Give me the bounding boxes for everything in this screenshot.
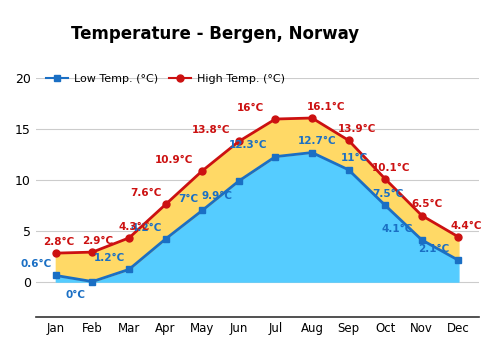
Legend: Low Temp. (°C), High Temp. (°C): Low Temp. (°C), High Temp. (°C): [42, 70, 289, 89]
Text: 7.5°C: 7.5°C: [372, 189, 404, 199]
Text: 10.9°C: 10.9°C: [156, 154, 194, 164]
Text: 0.6°C: 0.6°C: [21, 259, 52, 269]
Text: 4.2°C: 4.2°C: [130, 223, 162, 233]
Text: 2.1°C: 2.1°C: [418, 244, 449, 254]
Text: 16°C: 16°C: [237, 103, 264, 113]
Text: 4.3°C: 4.3°C: [119, 222, 150, 232]
Text: 10.1°C: 10.1°C: [372, 163, 410, 173]
Text: 16.1°C: 16.1°C: [306, 102, 345, 112]
Text: 6.5°C: 6.5°C: [412, 199, 443, 209]
Text: Temperature - Bergen, Norway: Temperature - Bergen, Norway: [71, 26, 360, 43]
Text: 0°C: 0°C: [66, 290, 86, 300]
Text: 2.9°C: 2.9°C: [82, 236, 114, 246]
Text: 4.4°C: 4.4°C: [451, 220, 482, 231]
Text: 9.9°C: 9.9°C: [201, 191, 232, 201]
Text: 2.8°C: 2.8°C: [43, 237, 74, 247]
Text: 12.7°C: 12.7°C: [298, 136, 337, 146]
Text: 1.2°C: 1.2°C: [94, 253, 125, 263]
Text: 7°C: 7°C: [178, 194, 199, 204]
Text: 4.1°C: 4.1°C: [381, 224, 412, 233]
Text: 12.3°C: 12.3°C: [228, 140, 267, 150]
Text: 13.9°C: 13.9°C: [338, 124, 376, 134]
Text: 7.6°C: 7.6°C: [130, 188, 162, 198]
Text: 13.8°C: 13.8°C: [192, 125, 230, 135]
Text: 11°C: 11°C: [340, 154, 368, 163]
